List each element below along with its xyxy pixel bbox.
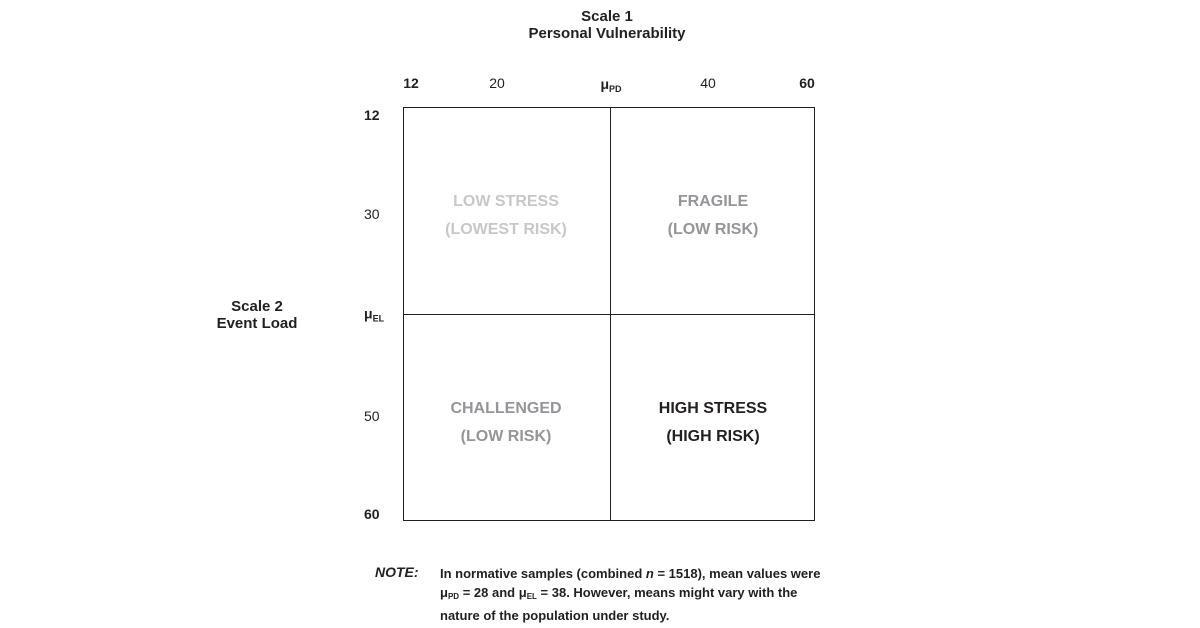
quadrant-high-stress: HIGH STRESS (HIGH RISK) <box>610 395 816 451</box>
mu-subscript: PD <box>609 84 622 94</box>
quadrant-subtitle: (LOW RISK) <box>460 428 552 445</box>
note-n-symbol: n <box>645 566 654 581</box>
y-tick-12: 12 <box>364 107 380 123</box>
quadrant-title: CHALLENGED <box>450 400 562 417</box>
scale2-title: Scale 2 Event Load <box>190 298 324 332</box>
scale2-name: Event Load <box>216 315 298 332</box>
scale2-label: Scale 2 <box>231 298 283 315</box>
quadrant-challenged: CHALLENGED (LOW RISK) <box>403 395 609 451</box>
note-text-part: = 1518), mean values were <box>653 566 821 581</box>
y-tick-50: 50 <box>364 408 380 424</box>
quadrant-subtitle: (LOW RISK) <box>667 221 759 238</box>
mu-symbol: μ <box>440 585 448 600</box>
quadrant-low-stress: LOW STRESS (LOWEST RISK) <box>403 188 609 244</box>
y-tick-60: 60 <box>364 506 380 522</box>
note-text-part: In normative samples (combined <box>440 566 646 581</box>
quadrant-title: FRAGILE <box>677 193 749 210</box>
x-tick-40: 40 <box>700 75 716 91</box>
quadrant-subtitle: (LOWEST RISK) <box>445 221 567 238</box>
note-text-part: = 28 and <box>459 585 519 600</box>
note-text-part: = 38. However, means might vary with the… <box>440 585 798 623</box>
note-label: NOTE: <box>375 564 419 580</box>
quadrant-title: HIGH STRESS <box>658 400 768 417</box>
mu-symbol: μ <box>518 585 527 600</box>
quadrant-fragile: FRAGILE (LOW RISK) <box>610 188 816 244</box>
mu-symbol: μ <box>364 305 373 322</box>
quadrant-grid <box>403 107 815 521</box>
note-mu-el: μEL <box>518 585 537 601</box>
y-tick-mean-el: μEL <box>364 306 384 327</box>
mu-subscript: EL <box>526 592 537 601</box>
mu-symbol: μ <box>600 76 610 92</box>
mu-subscript: PD <box>447 592 460 601</box>
note-mu-pd: μPD <box>440 585 460 601</box>
scale1-name: Personal Vulnerability <box>528 25 686 42</box>
horizontal-divider <box>404 314 814 315</box>
x-tick-mean-pd: μPD <box>600 76 621 97</box>
y-tick-30: 30 <box>364 206 380 222</box>
note-text: In normative samples (combined n = 1518)… <box>440 564 830 625</box>
mu-subscript: EL <box>372 313 385 324</box>
x-tick-12: 12 <box>403 75 419 91</box>
quadrant-subtitle: (HIGH RISK) <box>666 428 760 445</box>
x-tick-60: 60 <box>799 75 815 91</box>
scale1-title: Scale 1 Personal Vulnerability <box>470 8 744 42</box>
x-tick-20: 20 <box>489 75 505 91</box>
scale1-label: Scale 1 <box>581 8 633 25</box>
quadrant-title: LOW STRESS <box>453 193 559 210</box>
